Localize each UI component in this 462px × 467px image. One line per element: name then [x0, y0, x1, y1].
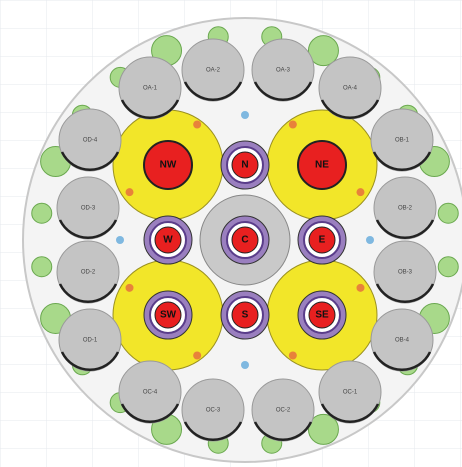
- dot: [241, 361, 249, 369]
- outer-label: OD-4: [83, 138, 98, 144]
- outer-position: [56, 176, 120, 240]
- outer-position: [58, 108, 122, 172]
- control-drum: [60, 351, 120, 371]
- core-label: SE: [315, 310, 329, 321]
- dot: [193, 351, 202, 360]
- core-position: [154, 226, 182, 254]
- peripheral-position: [307, 413, 339, 445]
- control-drum: [372, 351, 432, 371]
- outer-label: OB-1: [395, 138, 410, 144]
- core-label: NW: [160, 160, 177, 171]
- outer-position: [251, 378, 315, 442]
- outer-position: [181, 378, 245, 442]
- positions: OA-1 OA-2 OA-3 OA-4 OB-1 OB-2 OB-3 OB-4 OC-1 OC-2…: [31, 26, 459, 454]
- peripheral-position: [31, 202, 53, 224]
- core-position: [231, 301, 259, 329]
- outer-label: OD-3: [81, 206, 96, 212]
- outer-label: OA-3: [276, 68, 291, 74]
- outer-label: OA-2: [206, 68, 221, 74]
- core-label: C: [241, 235, 248, 246]
- outer-label: OB-3: [398, 270, 413, 276]
- dot: [193, 120, 202, 129]
- control-drum: [58, 283, 118, 303]
- dot: [116, 236, 124, 244]
- outer-position: [318, 56, 382, 120]
- dot: [356, 283, 365, 292]
- peripheral-position: [307, 35, 339, 67]
- control-drum: [120, 99, 180, 119]
- outer-label: OC-3: [206, 408, 221, 414]
- control-drum: [183, 421, 243, 441]
- dot: [125, 283, 134, 292]
- outer-label: OD-2: [81, 270, 96, 276]
- outer-label: OA-4: [343, 86, 358, 92]
- dot: [356, 188, 365, 197]
- dot: [288, 351, 297, 360]
- peripheral-position: [437, 202, 459, 224]
- core-position: [154, 301, 182, 329]
- control-drum: [60, 151, 120, 171]
- control-drum: [120, 403, 180, 423]
- core-label: NE: [315, 160, 329, 171]
- core-position: [308, 226, 336, 254]
- outer-position: [318, 360, 382, 424]
- dot: [125, 188, 134, 197]
- core-label: SW: [160, 310, 177, 321]
- dot: [366, 236, 374, 244]
- outer-position: [118, 360, 182, 424]
- core-position: [231, 226, 259, 254]
- outer-position: [373, 240, 437, 304]
- control-drum: [183, 81, 243, 101]
- outer-position: [373, 176, 437, 240]
- core-position: [143, 140, 193, 190]
- outer-position: [370, 308, 434, 372]
- control-drum: [375, 219, 435, 239]
- core-label: S: [242, 310, 249, 321]
- outer-label: OC-2: [276, 408, 291, 414]
- peripheral-position: [437, 256, 459, 278]
- outer-position: [56, 240, 120, 304]
- outer-position: [251, 38, 315, 102]
- outer-label: OD-1: [83, 338, 98, 344]
- outer-position: [181, 38, 245, 102]
- control-drum: [375, 283, 435, 303]
- outer-label: OB-2: [398, 206, 413, 212]
- outer-position: [58, 308, 122, 372]
- outer-label: OC-4: [143, 390, 158, 396]
- core-label: W: [163, 235, 173, 246]
- outer-position: [118, 56, 182, 120]
- control-drum: [320, 403, 380, 423]
- dot: [288, 120, 297, 129]
- core-label: E: [319, 235, 326, 246]
- core-label: N: [241, 160, 248, 171]
- core-position: [308, 301, 336, 329]
- outer-position: [370, 108, 434, 172]
- control-drum: [253, 421, 313, 441]
- outer-label: OA-1: [143, 86, 158, 92]
- control-drum: [253, 81, 313, 101]
- dot: [241, 111, 249, 119]
- peripheral-position: [31, 256, 53, 278]
- core-position: [231, 151, 259, 179]
- control-drum: [372, 151, 432, 171]
- control-drum: [58, 219, 118, 239]
- outer-label: OB-4: [395, 338, 410, 344]
- core-position: [297, 140, 347, 190]
- outer-label: OC-1: [343, 390, 358, 396]
- control-drum: [320, 99, 380, 119]
